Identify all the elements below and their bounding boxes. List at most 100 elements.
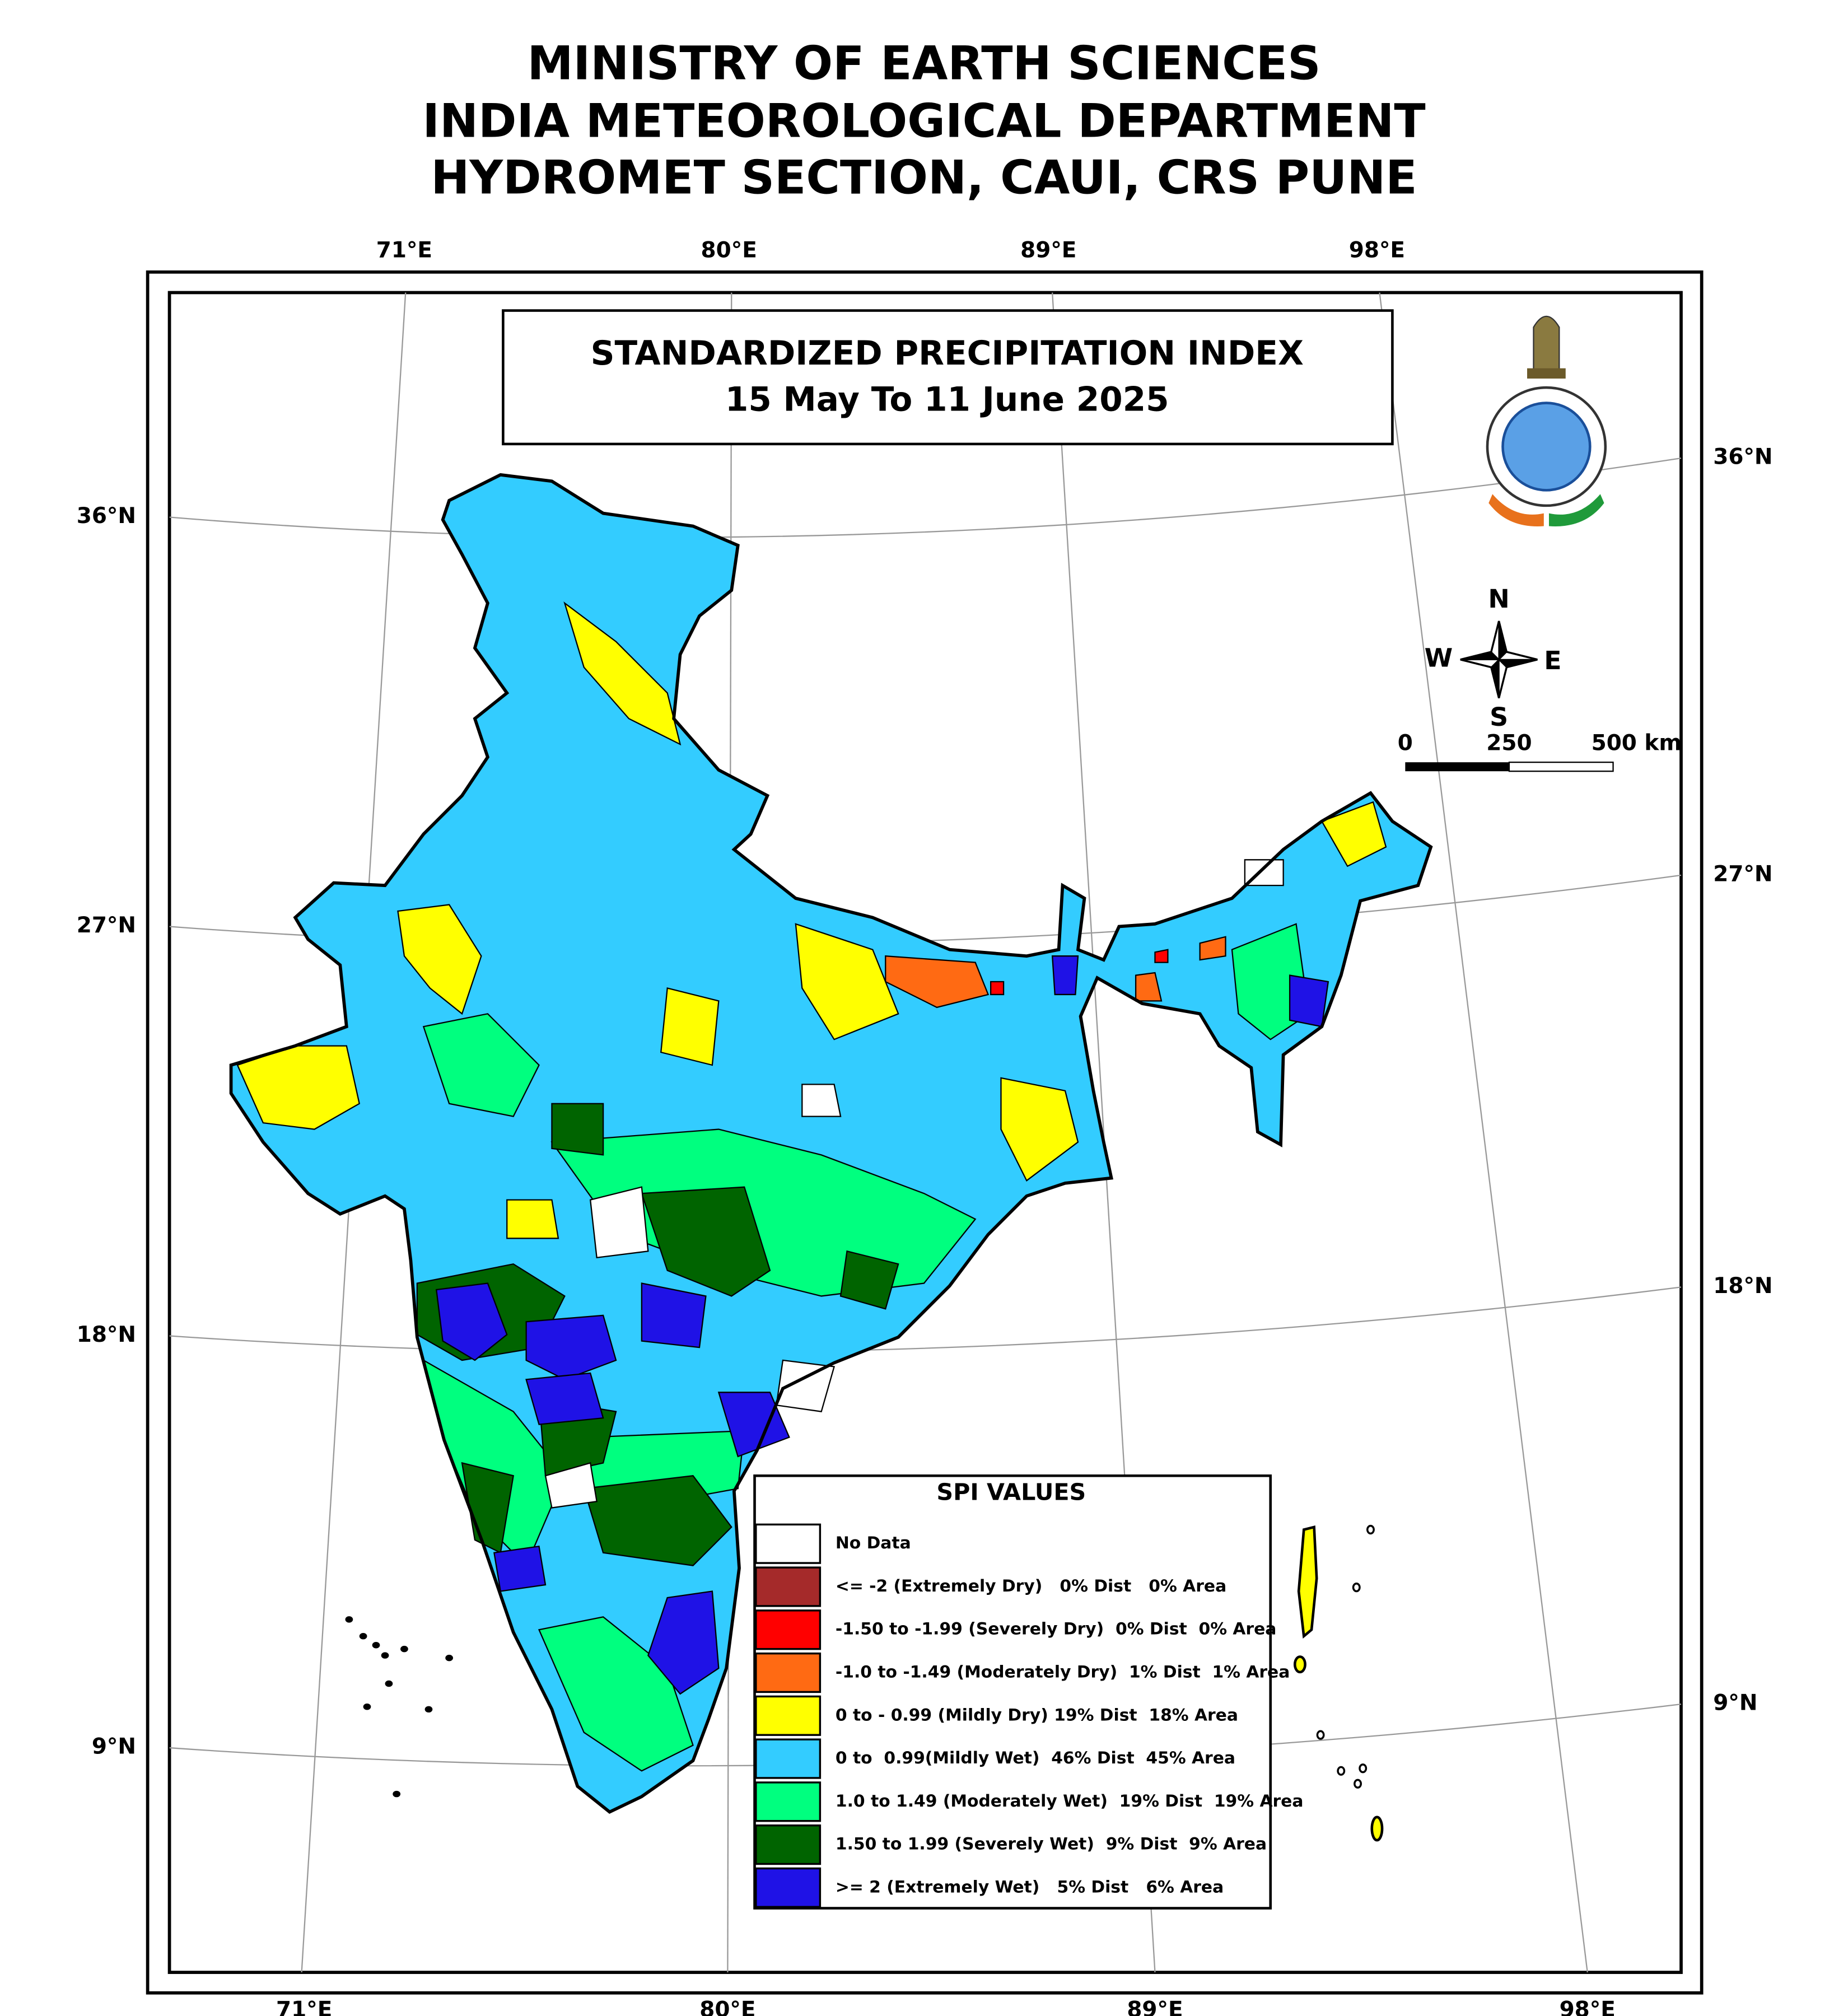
- latitude-label: 27°N: [1713, 861, 1772, 886]
- district-patch: [1051, 955, 1079, 996]
- district-patch: [422, 1013, 540, 1117]
- outer-frame: [146, 270, 1704, 1995]
- latitude-label: 9°N: [1713, 1691, 1757, 1716]
- legend-swatch: [755, 1781, 822, 1822]
- legend-label: <= -2 (Extremely Dry) 0% Dist 0% Area: [836, 1576, 1226, 1596]
- compass-star-shade: [1460, 620, 1538, 698]
- map-layer: STANDARDIZED PRECIPITATION INDEX 15 May T…: [77, 238, 1773, 2016]
- district-patch: [660, 987, 720, 1066]
- district-patch: [839, 1250, 899, 1310]
- district-patch: [1000, 1077, 1079, 1182]
- district-patch: [776, 1359, 836, 1412]
- compass-rose: [1460, 620, 1538, 699]
- compass-label: E: [1544, 645, 1561, 675]
- longitude-label: 98°E: [1560, 1997, 1616, 2016]
- logo-ribbon-left: [1488, 494, 1544, 526]
- inner-frame: [167, 291, 1683, 1974]
- district-patch: [885, 955, 990, 1009]
- district-patch: [538, 1616, 694, 1772]
- scale-bar-light: [1508, 762, 1614, 772]
- legend-swatch: [755, 1523, 822, 1564]
- island: [445, 1654, 454, 1662]
- district-patch: [1320, 801, 1387, 867]
- district-patch: [1199, 936, 1226, 961]
- district-patch: [563, 601, 682, 746]
- island: [424, 1706, 433, 1713]
- district-patch: [795, 923, 899, 1040]
- legend-label: 0 to - 0.99 (Mildly Dry) 19% Dist 18% Ar…: [836, 1705, 1238, 1725]
- legend-swatch: [755, 1738, 822, 1779]
- district-patch: [1154, 949, 1169, 963]
- island: [363, 1704, 371, 1710]
- longitude-label: 71°E: [376, 238, 432, 263]
- district-patch: [583, 1475, 732, 1566]
- island: [400, 1645, 408, 1653]
- longitude-label: 89°E: [1127, 1997, 1183, 2016]
- district-patch: [801, 1084, 842, 1117]
- graticule-line: [1379, 292, 1588, 1973]
- latitude-label: 36°N: [77, 503, 136, 529]
- header-line: MINISTRY OF EARTH SCIENCES: [527, 37, 1320, 91]
- map-subtitle: 15 May To 11 June 2025: [725, 380, 1169, 419]
- longitude-label: 89°E: [1020, 238, 1076, 263]
- district-patch: [493, 1546, 547, 1592]
- latitude-label: 27°N: [77, 913, 136, 938]
- island: [381, 1652, 389, 1659]
- imd-logo: [1486, 315, 1607, 526]
- longitude-label: 80°E: [699, 1997, 755, 2016]
- emblem-base: [1527, 368, 1566, 379]
- district-patch: [506, 1199, 559, 1239]
- district-patch: [525, 1372, 604, 1425]
- district-patch: [647, 1590, 720, 1695]
- island: [359, 1632, 367, 1640]
- longitude-label: 98°E: [1349, 238, 1405, 263]
- header-line: INDIA METEOROLOGICAL DEPARTMENT: [422, 95, 1425, 148]
- scale-label: 250: [1486, 731, 1532, 756]
- graticule-line: [169, 457, 1682, 538]
- compass-label: W: [1425, 642, 1453, 673]
- district-patch: [397, 904, 482, 1015]
- island: [393, 1790, 401, 1798]
- latitude-label: 18°N: [1713, 1273, 1772, 1299]
- island: [1293, 1655, 1306, 1674]
- district-patch: [1135, 972, 1163, 1002]
- scale-bar-dark: [1405, 762, 1509, 772]
- island: [345, 1616, 353, 1623]
- district-patch: [1289, 974, 1329, 1028]
- latitude-label: 18°N: [77, 1322, 136, 1347]
- latitude-label: 36°N: [1713, 445, 1772, 470]
- district-patch: [589, 1186, 649, 1258]
- island: [1337, 1766, 1346, 1776]
- legend-label: >= 2 (Extremely Wet) 5% Dist 6% Area: [836, 1877, 1224, 1897]
- scale-label: 0: [1398, 731, 1413, 756]
- latitude-label: 9°N: [92, 1734, 136, 1760]
- compass-label: N: [1488, 584, 1509, 614]
- island: [1366, 1524, 1375, 1535]
- legend-swatch: [755, 1867, 822, 1908]
- title-box: [502, 309, 1394, 446]
- island: [1354, 1779, 1362, 1789]
- district-patch: [717, 1392, 790, 1458]
- emblem: [1533, 315, 1560, 373]
- legend-label: 1.50 to 1.99 (Severely Wet) 9% Dist 9% A…: [836, 1835, 1267, 1854]
- island: [372, 1642, 380, 1649]
- district-patch: [551, 1103, 604, 1156]
- map-title: STANDARDIZED PRECIPITATION INDEX: [591, 334, 1304, 373]
- graticule-line: [169, 1286, 1682, 1354]
- legend-label: -1.50 to -1.99 (Severely Dry) 0% Dist 0%…: [836, 1620, 1276, 1639]
- legend-swatch: [755, 1609, 822, 1650]
- header-line: HYDROMET SECTION, CAUI, CRS PUNE: [431, 151, 1417, 205]
- district-patches: [236, 601, 1387, 1772]
- scale-label: 500 km: [1592, 731, 1682, 756]
- island: [1359, 1763, 1368, 1774]
- island: [1352, 1583, 1361, 1593]
- legend-swatch: [755, 1652, 822, 1693]
- legend-swatch: [755, 1824, 822, 1865]
- legend-label: 0 to 0.99(Mildly Wet) 46% Dist 45% Area: [836, 1748, 1235, 1768]
- longitude-label: 71°E: [276, 1997, 332, 2016]
- district-patch: [435, 1282, 508, 1361]
- district-patch: [544, 1462, 598, 1509]
- island: [385, 1680, 393, 1687]
- legend-box: [753, 1474, 1272, 1910]
